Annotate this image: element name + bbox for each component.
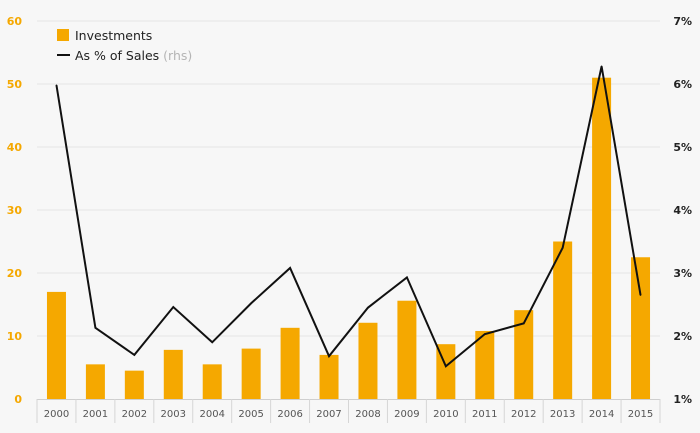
bar bbox=[280, 327, 300, 399]
line-point bbox=[328, 355, 330, 357]
bar bbox=[241, 348, 261, 399]
y-left-tick-label: 40 bbox=[7, 141, 23, 154]
legend-label-investments: Investments bbox=[75, 28, 152, 43]
legend-label-pct-sales: As % of Sales (rhs) bbox=[75, 48, 192, 63]
line-point bbox=[445, 365, 447, 368]
x-tick-label: 2002 bbox=[122, 409, 147, 420]
x-tick-label: 2009 bbox=[394, 409, 419, 420]
legend: Investments As % of Sales (rhs) bbox=[57, 28, 192, 63]
x-tick-label: 2012 bbox=[511, 409, 536, 420]
y-left-tick-label: 30 bbox=[7, 204, 23, 217]
line-point bbox=[172, 306, 175, 308]
line-point bbox=[522, 322, 525, 325]
legend-swatch-investments bbox=[57, 29, 69, 41]
y-left-tick-label: 50 bbox=[7, 78, 23, 91]
line-series-pct-sales bbox=[55, 65, 642, 368]
y-right-tick-label: 5% bbox=[673, 141, 692, 154]
y-right-tick-label: 4% bbox=[673, 204, 692, 217]
bar bbox=[475, 330, 495, 399]
x-tick-label: 2007 bbox=[316, 409, 341, 420]
x-tick-label: 2004 bbox=[199, 409, 224, 420]
bar bbox=[631, 257, 651, 399]
bar bbox=[124, 370, 144, 399]
bar bbox=[85, 364, 105, 399]
x-tick-label: 2013 bbox=[550, 409, 575, 420]
line-point bbox=[289, 267, 291, 269]
x-tick-label: 2014 bbox=[589, 409, 614, 420]
bar-series-investments bbox=[46, 77, 651, 399]
legend-label-pct-sales-main: As % of Sales bbox=[75, 48, 159, 63]
bar bbox=[358, 322, 378, 399]
y-right-tick-label: 6% bbox=[673, 78, 692, 91]
x-tick-label: 2005 bbox=[238, 409, 263, 420]
y-right-tick-label: 2% bbox=[673, 330, 692, 343]
line-point bbox=[250, 302, 252, 305]
line-point bbox=[211, 341, 214, 344]
y-left-tick-label: 10 bbox=[7, 330, 23, 343]
bar bbox=[553, 241, 573, 399]
bar bbox=[202, 364, 222, 399]
bar bbox=[46, 291, 66, 399]
y-left-tick-label: 20 bbox=[7, 267, 23, 280]
x-tick-label: 2000 bbox=[44, 409, 69, 420]
line-point bbox=[367, 306, 369, 309]
y-left-tick-label: 0 bbox=[14, 393, 22, 406]
line-point bbox=[406, 276, 408, 279]
line-path bbox=[55, 66, 642, 368]
y-right-tick-label: 3% bbox=[673, 267, 692, 280]
line-point bbox=[55, 84, 58, 87]
y-right-tick-label: 1% bbox=[673, 393, 692, 406]
x-tick-label: 2001 bbox=[83, 409, 108, 420]
x-tick-label: 2011 bbox=[472, 409, 497, 420]
y-right-tick-label: 7% bbox=[673, 15, 692, 28]
line-point bbox=[483, 333, 486, 335]
x-tick-label: 2010 bbox=[433, 409, 458, 420]
bar bbox=[514, 310, 534, 399]
x-tick-label: 2008 bbox=[355, 409, 380, 420]
line-point bbox=[133, 354, 136, 356]
bar bbox=[319, 354, 339, 399]
line-point bbox=[639, 294, 642, 296]
y-left-tick-label: 60 bbox=[7, 15, 23, 28]
legend-label-pct-sales-suffix: (rhs) bbox=[163, 48, 192, 63]
line-point bbox=[600, 65, 603, 68]
bar bbox=[397, 300, 417, 399]
x-tick-label: 2015 bbox=[628, 409, 653, 420]
bar bbox=[163, 349, 183, 399]
bar bbox=[592, 77, 612, 399]
axes: 0 10 20 30 40 50 60 1% 2% 3% 4% 5% 6% 7% 2000 2001 2002 2… bbox=[7, 15, 692, 423]
x-tick-label: 2003 bbox=[161, 409, 186, 420]
line-point bbox=[94, 327, 97, 329]
x-tick-label: 2006 bbox=[277, 409, 302, 420]
line-point bbox=[561, 247, 564, 249]
